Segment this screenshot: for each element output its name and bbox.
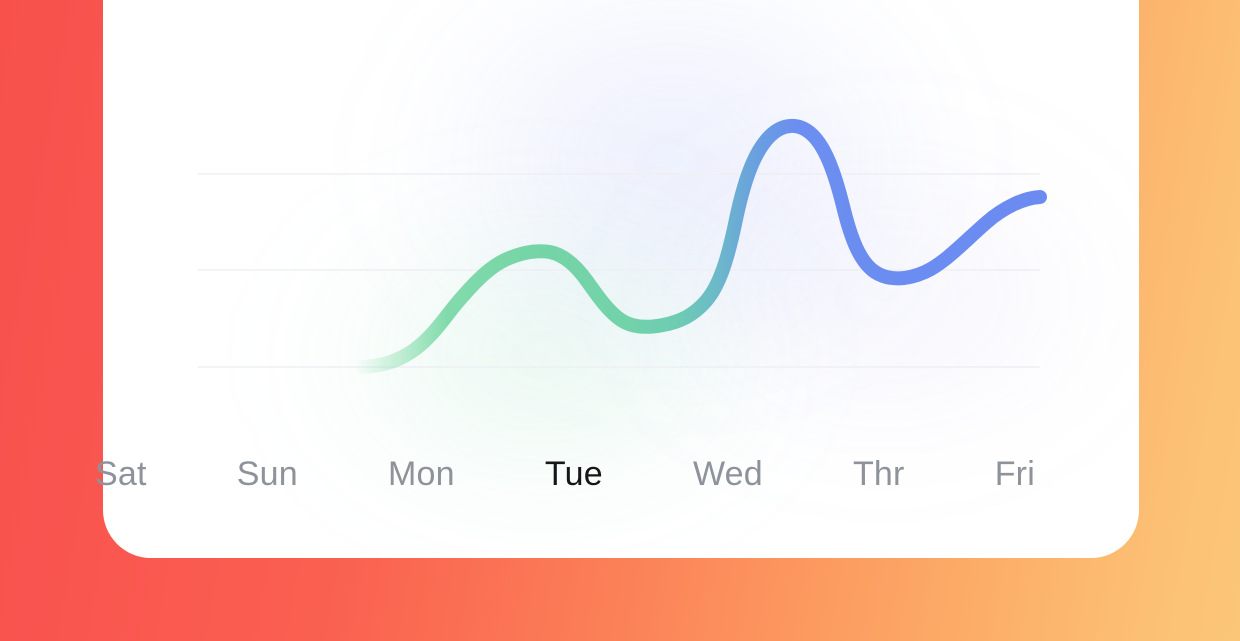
line-chart[interactable] [103,0,1139,558]
chart-svg [198,119,1047,374]
day-label-thr[interactable]: Thr [852,455,905,493]
day-label-sun[interactable]: Sun [236,455,298,493]
day-label-wed[interactable]: Wed [692,455,763,493]
day-label-fri[interactable]: Fri [994,455,1035,493]
day-label-mon[interactable]: Mon [388,455,455,493]
day-label-tue[interactable]: Tue [544,455,603,493]
series-line-main [348,119,1047,374]
gridlines [198,173,1040,368]
day-label-sat[interactable]: Sat [95,455,147,493]
day-axis: Sat Sun Mon Tue Wed Thr Fri [95,455,1035,494]
